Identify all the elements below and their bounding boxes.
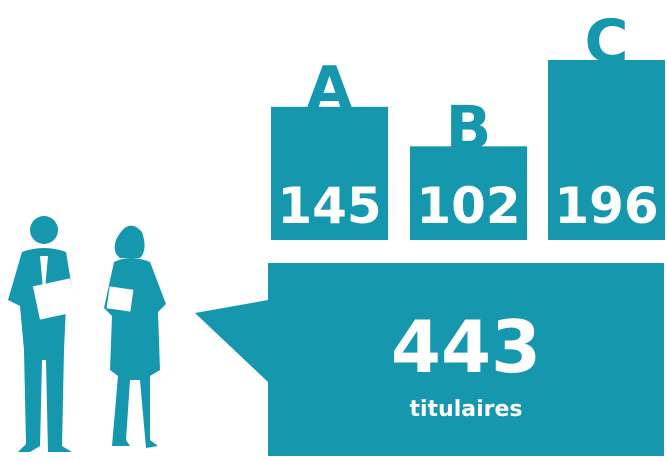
man-shirt xyxy=(40,256,48,300)
woman-document xyxy=(106,286,134,312)
people-silhouettes xyxy=(8,216,166,452)
bar-value-label: 196 xyxy=(554,177,658,235)
total-callout xyxy=(195,263,664,456)
category-label: B xyxy=(446,93,492,163)
bar xyxy=(271,106,388,240)
bar xyxy=(548,60,665,240)
bar-value-label: 102 xyxy=(416,177,520,235)
woman-body xyxy=(104,258,166,448)
total-label: titulaires xyxy=(409,397,522,422)
total-value: 443 xyxy=(391,305,541,389)
category-label: C xyxy=(584,7,628,77)
category-label: A xyxy=(306,54,353,124)
woman-head xyxy=(114,225,145,258)
bar xyxy=(410,146,527,240)
man-body xyxy=(8,248,74,452)
bar-value-label: 145 xyxy=(277,177,381,235)
man-head xyxy=(30,216,58,244)
